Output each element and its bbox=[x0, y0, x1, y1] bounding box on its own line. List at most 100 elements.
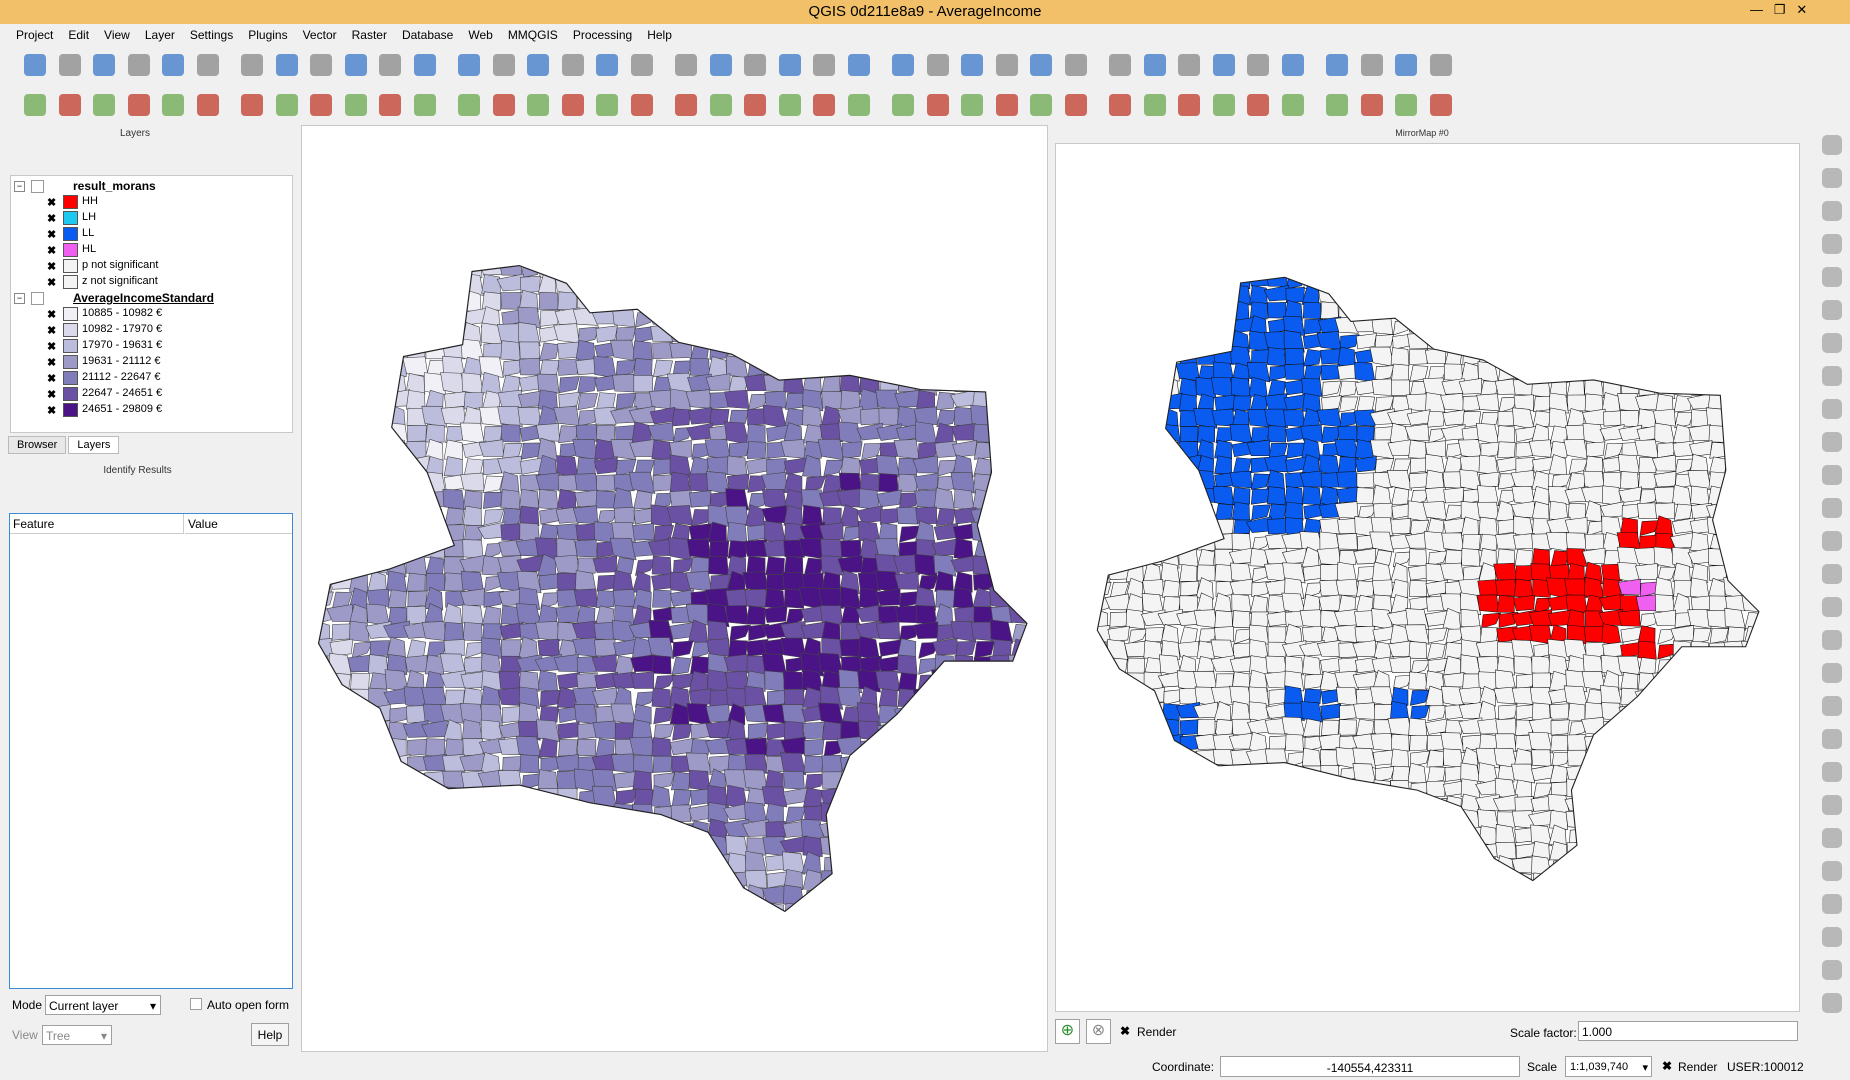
toolbar-button[interactable] bbox=[310, 54, 332, 76]
toolbar-button[interactable] bbox=[344, 54, 367, 76]
layer-checkbox[interactable]: ✖ bbox=[47, 309, 57, 321]
toolbar-button[interactable] bbox=[892, 54, 914, 76]
toolbar-button[interactable] bbox=[847, 54, 870, 76]
toolbar-button[interactable] bbox=[813, 94, 835, 116]
toolbar-button[interactable] bbox=[1178, 94, 1200, 116]
layer-checkbox[interactable]: ✖ bbox=[47, 389, 57, 401]
toolbar-button[interactable] bbox=[1064, 54, 1087, 76]
layer-checkbox[interactable]: ✖ bbox=[47, 357, 57, 369]
toolbar-button[interactable] bbox=[458, 94, 480, 116]
toolbar-button[interactable] bbox=[492, 94, 515, 116]
toolbar-button[interactable] bbox=[675, 94, 697, 116]
layer-checkbox[interactable]: ✖ bbox=[47, 229, 57, 241]
toolbar-button[interactable] bbox=[1143, 94, 1166, 116]
toolbar-button[interactable] bbox=[1822, 135, 1842, 155]
layer-checkbox[interactable] bbox=[31, 292, 44, 305]
menu-item[interactable]: Plugins bbox=[248, 28, 288, 42]
toolbar-button[interactable] bbox=[1822, 927, 1842, 947]
toolbar-button[interactable] bbox=[1822, 762, 1842, 782]
menu-item[interactable]: Settings bbox=[189, 28, 234, 42]
toolbar-button[interactable] bbox=[1395, 94, 1417, 116]
toolbar-button[interactable] bbox=[93, 94, 115, 116]
toolbar-button[interactable] bbox=[458, 54, 480, 76]
toolbar-button[interactable] bbox=[58, 94, 81, 116]
toolbar-button[interactable] bbox=[1822, 993, 1842, 1013]
layer-checkbox[interactable]: ✖ bbox=[47, 373, 57, 385]
scale-factor-input[interactable]: 1.000 bbox=[1578, 1021, 1798, 1041]
toolbar-button[interactable] bbox=[1822, 465, 1842, 485]
toolbar-button[interactable] bbox=[778, 54, 801, 76]
toolbar-button[interactable] bbox=[24, 94, 46, 116]
menu-item[interactable]: Database bbox=[401, 28, 454, 42]
menu-item[interactable]: Processing bbox=[572, 28, 633, 42]
toolbar-button[interactable] bbox=[1326, 94, 1348, 116]
toolbar-button[interactable] bbox=[1429, 54, 1452, 76]
toolbar-button[interactable] bbox=[1326, 54, 1348, 76]
toolbar-button[interactable] bbox=[630, 94, 653, 116]
remove-button[interactable]: ⊗ bbox=[1086, 1019, 1111, 1044]
toolbar-button[interactable] bbox=[24, 54, 46, 76]
toolbar-button[interactable] bbox=[527, 54, 549, 76]
coordinate-field[interactable]: -140554,423311 bbox=[1220, 1056, 1520, 1077]
toolbar-button[interactable] bbox=[961, 94, 983, 116]
help-button[interactable]: Help bbox=[251, 1023, 289, 1046]
toolbar-button[interactable] bbox=[93, 54, 115, 76]
toolbar-button[interactable] bbox=[847, 94, 870, 116]
auto-open-checkbox[interactable] bbox=[190, 998, 202, 1010]
layer-checkbox[interactable] bbox=[31, 180, 44, 193]
render-checkbox[interactable]: ✖ bbox=[1662, 1059, 1673, 1073]
toolbar-button[interactable] bbox=[1822, 432, 1842, 452]
toolbar-button[interactable] bbox=[1143, 54, 1166, 76]
scale-combo[interactable]: 1:1,039,740 ▾ bbox=[1565, 1056, 1652, 1077]
toolbar-button[interactable] bbox=[813, 54, 835, 76]
toolbar-button[interactable] bbox=[778, 94, 801, 116]
toolbar-button[interactable] bbox=[1822, 564, 1842, 584]
toolbar-button[interactable] bbox=[1109, 54, 1131, 76]
toolbar-button[interactable] bbox=[413, 54, 436, 76]
tab[interactable]: Layers bbox=[68, 436, 120, 454]
mirror-canvas[interactable] bbox=[1055, 143, 1800, 1012]
toolbar-button[interactable] bbox=[127, 94, 150, 116]
toolbar-button[interactable] bbox=[1247, 94, 1269, 116]
toolbar-button[interactable] bbox=[1822, 234, 1842, 254]
toolbar-button[interactable] bbox=[1030, 94, 1052, 116]
toolbar-button[interactable] bbox=[1822, 531, 1842, 551]
expand-toggle[interactable]: − bbox=[14, 293, 25, 304]
toolbar-button[interactable] bbox=[1822, 267, 1842, 287]
toolbar-button[interactable] bbox=[492, 54, 515, 76]
toolbar-button[interactable] bbox=[561, 94, 584, 116]
toolbar-button[interactable] bbox=[1822, 894, 1842, 914]
toolbar-button[interactable] bbox=[275, 94, 298, 116]
add-button[interactable]: ⊕ bbox=[1055, 1019, 1080, 1044]
menu-item[interactable]: Project bbox=[16, 28, 54, 42]
toolbar-button[interactable] bbox=[744, 94, 766, 116]
menu-item[interactable]: Raster bbox=[351, 28, 387, 42]
toolbar-button[interactable] bbox=[241, 94, 263, 116]
toolbar-button[interactable] bbox=[413, 94, 436, 116]
toolbar-button[interactable] bbox=[196, 54, 219, 76]
toolbar-button[interactable] bbox=[1822, 696, 1842, 716]
toolbar-button[interactable] bbox=[1212, 94, 1235, 116]
toolbar-button[interactable] bbox=[1822, 663, 1842, 683]
toolbar-button[interactable] bbox=[1109, 94, 1131, 116]
toolbar-button[interactable] bbox=[275, 54, 298, 76]
menu-item[interactable]: Edit bbox=[68, 28, 90, 42]
layer-checkbox[interactable]: ✖ bbox=[47, 197, 57, 209]
toolbar-button[interactable] bbox=[961, 54, 983, 76]
toolbar-button[interactable] bbox=[995, 54, 1018, 76]
toolbar-button[interactable] bbox=[1030, 54, 1052, 76]
toolbar-button[interactable] bbox=[561, 54, 584, 76]
toolbar-button[interactable] bbox=[58, 54, 81, 76]
toolbar-button[interactable] bbox=[1822, 201, 1842, 221]
toolbar-button[interactable] bbox=[1064, 94, 1087, 116]
toolbar-button[interactable] bbox=[310, 94, 332, 116]
toolbar-button[interactable] bbox=[1822, 300, 1842, 320]
toolbar-button[interactable] bbox=[1178, 54, 1200, 76]
toolbar-button[interactable] bbox=[1822, 168, 1842, 188]
render-checkbox[interactable]: ✖ bbox=[1120, 1024, 1131, 1038]
toolbar-button[interactable] bbox=[1822, 333, 1842, 353]
toolbar-button[interactable] bbox=[1822, 366, 1842, 386]
toolbar-button[interactable] bbox=[379, 94, 401, 116]
toolbar-button[interactable] bbox=[596, 94, 618, 116]
toolbar-button[interactable] bbox=[892, 94, 914, 116]
